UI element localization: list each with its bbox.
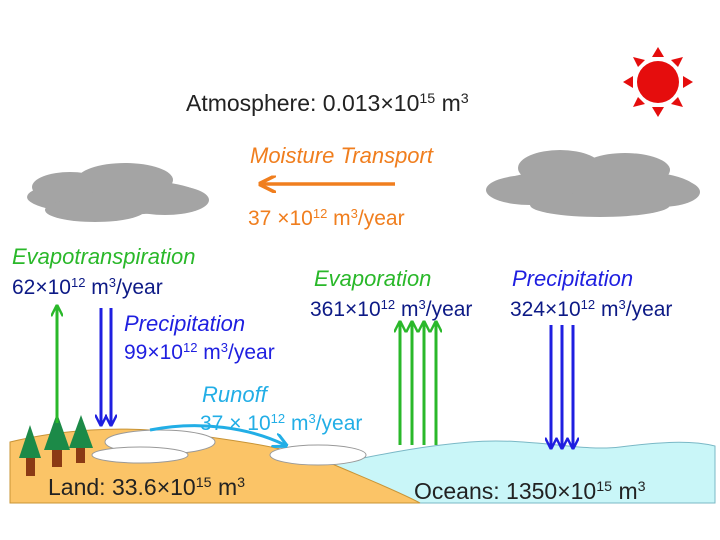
tree-icon: [69, 415, 93, 463]
lake: [91, 446, 189, 464]
evaporation-title: Evaporation: [314, 266, 432, 291]
land-precipitation-arrows: [101, 308, 111, 424]
evapotranspiration-value: 62×1012 m3/year: [12, 274, 163, 299]
moisture-transport-value: 37 ×1012 m3/year: [248, 205, 405, 230]
runoff-title: Runoff: [202, 382, 267, 407]
moisture-transport-title: Moisture Transport: [250, 143, 433, 168]
ocean-precipitation-value: 324×1012 m3/year: [510, 296, 673, 321]
land-precipitation-value: 99×1012 m3/year: [124, 339, 275, 364]
lake: [269, 444, 367, 466]
tree-icon: [44, 413, 70, 467]
ocean-precipitation-arrows: [551, 325, 573, 447]
atmosphere-label: Atmosphere: 0.013×1015 m3: [186, 90, 469, 116]
ocean-precipitation-title: Precipitation: [512, 266, 634, 291]
runoff-value: 37 × 1012 m3/year: [200, 410, 363, 435]
sun-icon: [623, 47, 693, 117]
evaporation-value: 361×1012 m3/year: [310, 296, 473, 321]
ocean-evaporation-arrows: [400, 323, 436, 445]
evapotranspiration-title: Evapotranspiration: [12, 244, 196, 269]
runoff-arrow: [149, 424, 285, 445]
oceans-label: Oceans: 1350×1015 m3: [414, 478, 646, 504]
land-label: Land: 33.6×1015 m3: [48, 474, 246, 500]
land-precipitation-title: Precipitation: [124, 311, 246, 336]
cloud-icon: [486, 150, 700, 217]
tree-icon: [19, 425, 41, 476]
cloud-icon: [27, 163, 209, 222]
